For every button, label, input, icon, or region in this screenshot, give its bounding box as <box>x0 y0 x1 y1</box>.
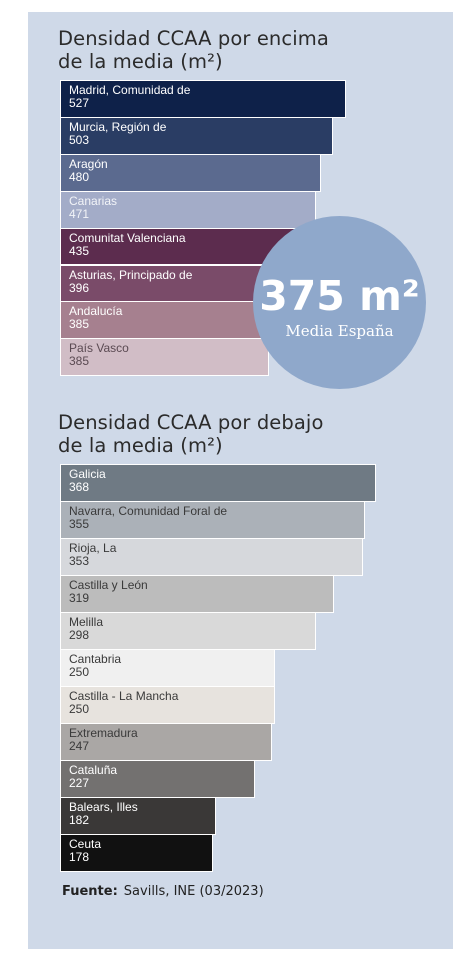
bar: Murcia, Región de 503 <box>60 116 333 155</box>
bar-value: 355 <box>69 517 90 531</box>
bar: Balears, Illes 182 <box>60 797 216 835</box>
bar-label: Comunitat Valenciana <box>69 230 186 245</box>
bar-label: Asturias, Principado de <box>69 267 193 282</box>
chart-title-above: Densidad CCAA por encima de la media (m²… <box>58 27 329 73</box>
bar: Cataluña 227 <box>60 760 255 798</box>
bar-value: 471 <box>69 206 90 221</box>
bar: Castilla - La Mancha 250 <box>60 686 275 724</box>
bar: Canarias 471 <box>60 190 316 229</box>
bar-label: Galicia <box>69 467 106 481</box>
bar-label: Canarias <box>69 193 118 208</box>
bar-value: 385 <box>69 317 90 332</box>
bar-label: Murcia, Región de <box>69 119 167 134</box>
bar-value: 178 <box>69 850 90 864</box>
bar-label: Andalucía <box>69 304 123 319</box>
bar-label: Ceuta <box>69 837 102 851</box>
bar: Cantabria 250 <box>60 649 275 687</box>
title-line: de la media (m²) <box>58 50 223 73</box>
bar-label: Cataluña <box>69 763 118 777</box>
bar-value: 503 <box>69 132 90 147</box>
title-line: Densidad CCAA por encima <box>58 27 329 50</box>
source-note: Fuente: Savills, INE (03/2023) <box>62 884 264 899</box>
bar: Madrid, Comunidad de 527 <box>60 80 346 118</box>
bar: Galicia 368 <box>60 464 376 502</box>
bar-label: Balears, Illes <box>69 800 138 814</box>
bar-label: Cantabria <box>69 652 122 666</box>
bar-label: Castilla - La Mancha <box>69 689 179 703</box>
bar-value: 250 <box>69 665 90 679</box>
national-average-label: Media España <box>285 322 394 340</box>
bar: Castilla y León 319 <box>60 575 334 613</box>
bar: Comunitat Valenciana 435 <box>60 227 296 266</box>
bar-value: 368 <box>69 480 90 494</box>
bar: Ceuta 178 <box>60 834 213 872</box>
bar-label: Extremadura <box>69 726 138 740</box>
bar: Rioja, La 353 <box>60 538 363 576</box>
bar: Aragón 480 <box>60 153 321 192</box>
title-line: Densidad CCAA por debajo <box>58 411 324 434</box>
bar-label: País Vasco <box>69 341 129 356</box>
bar-label: Castilla y León <box>69 578 148 592</box>
title-line: de la media (m²) <box>58 434 223 457</box>
bar-value: 247 <box>69 739 90 753</box>
bar-value: 353 <box>69 554 90 568</box>
bar-value: 250 <box>69 702 90 716</box>
chart-title-below: Densidad CCAA por debajo de la media (m²… <box>58 411 323 457</box>
bar: Asturias, Principado de 396 <box>60 264 275 303</box>
bar-value: 319 <box>69 591 90 605</box>
bar-label: Madrid, Comunidad de <box>69 83 191 97</box>
bar: Navarra, Comunidad Foral de 355 <box>60 501 365 539</box>
national-average-value: 375 m² <box>259 272 420 320</box>
bar-label: Aragón <box>69 156 108 171</box>
bar-value: 480 <box>69 169 90 184</box>
bar-value: 227 <box>69 776 90 790</box>
bar-value: 385 <box>69 354 90 369</box>
bar-value: 298 <box>69 628 90 642</box>
bar-value: 182 <box>69 813 90 827</box>
bar: Extremadura 247 <box>60 723 272 761</box>
bar-value: 527 <box>69 96 90 110</box>
bar-value: 396 <box>69 280 90 295</box>
source-label: Fuente: <box>62 884 118 899</box>
bar: Andalucía 385 <box>60 301 269 340</box>
bar: País Vasco 385 <box>60 338 269 377</box>
bar-label: Rioja, La <box>69 541 117 555</box>
source-text: Savills, INE (03/2023) <box>123 884 264 899</box>
national-average-badge: 375 m² Media España <box>253 216 426 389</box>
bar-value: 435 <box>69 243 90 258</box>
bar: Melilla 298 <box>60 612 316 650</box>
bar-label: Melilla <box>69 615 104 629</box>
bar-label: Navarra, Comunidad Foral de <box>69 504 228 518</box>
